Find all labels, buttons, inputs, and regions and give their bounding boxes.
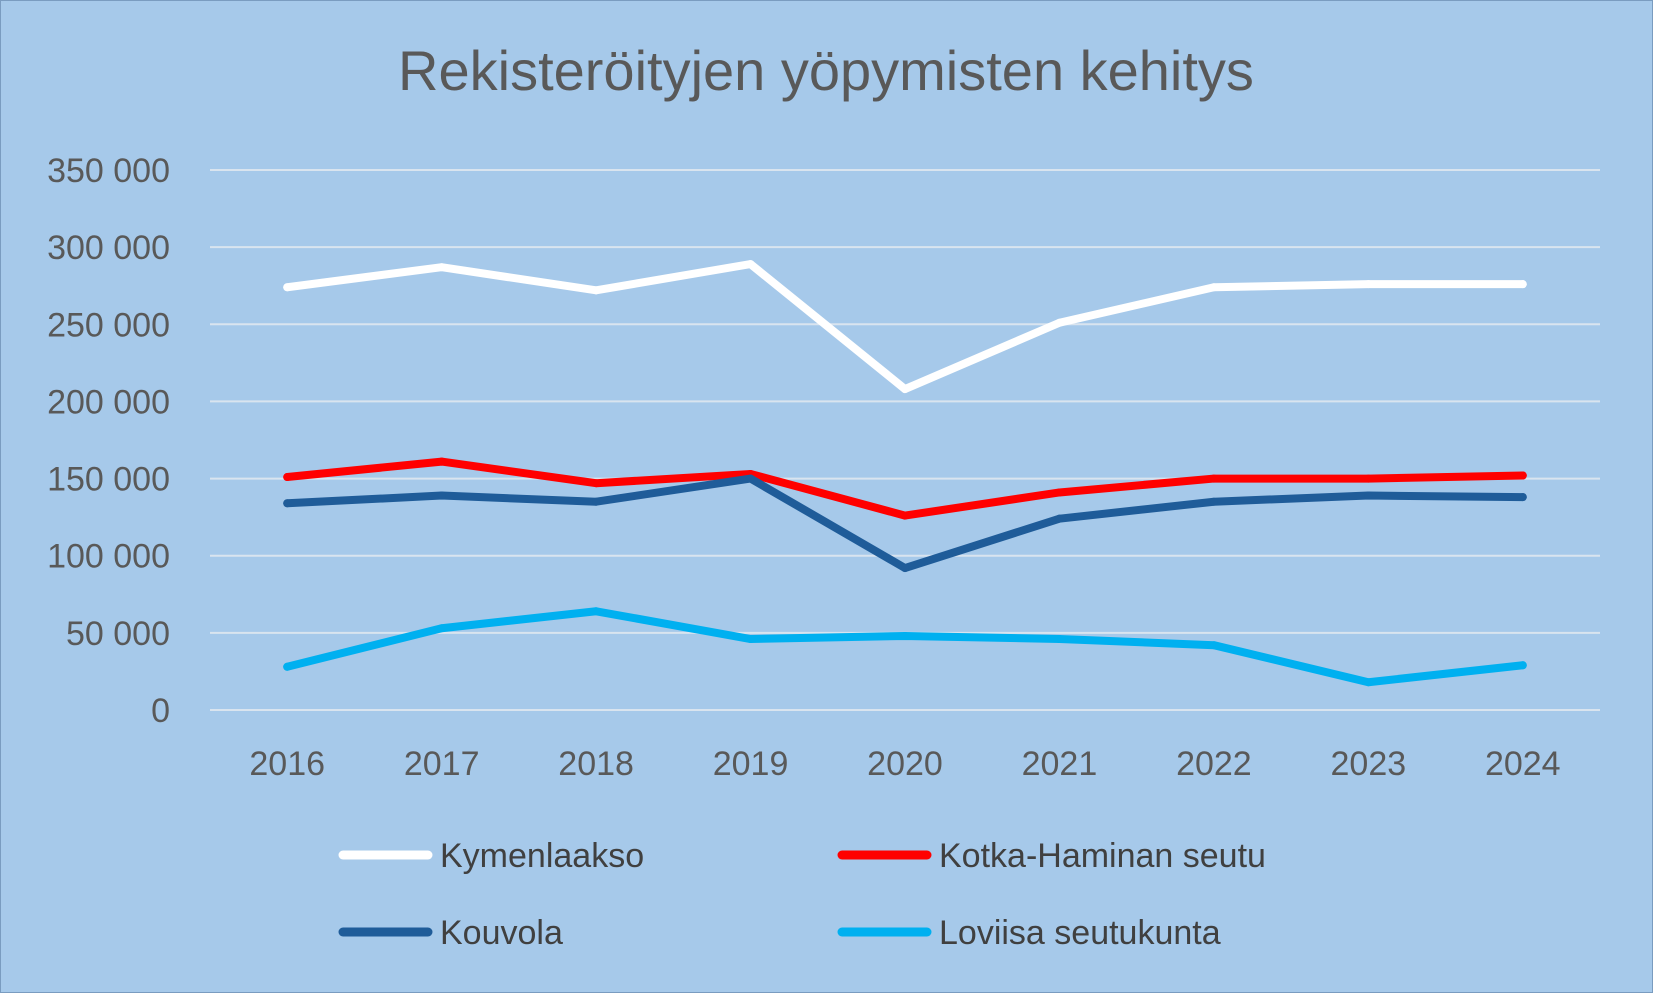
data-point (1055, 514, 1064, 523)
data-point (1518, 471, 1527, 480)
legend-label: Kymenlaakso (440, 837, 644, 875)
data-point (1209, 497, 1218, 506)
data-point (1209, 474, 1218, 483)
data-point (592, 479, 601, 488)
data-point (592, 607, 601, 616)
y-tick-label: 150 000 (47, 461, 170, 499)
data-point (1364, 280, 1373, 289)
x-tick-label: 2024 (1485, 745, 1561, 783)
data-point (1055, 488, 1064, 497)
series-line-3 (283, 607, 1527, 687)
y-tick-label: 0 (151, 692, 170, 730)
series-line-0 (283, 260, 1527, 394)
legend-label: Kotka-Haminan seutu (939, 837, 1266, 875)
y-tick-label: 250 000 (47, 306, 170, 344)
data-point (901, 631, 909, 640)
data-point (592, 286, 601, 295)
x-tick-label: 2020 (867, 745, 943, 783)
x-tick-label: 2016 (249, 745, 325, 783)
data-point (1518, 493, 1527, 502)
data-point (592, 497, 601, 506)
y-tick-label: 50 000 (66, 615, 170, 653)
data-point (1518, 661, 1527, 670)
x-tick-label: 2022 (1176, 745, 1252, 783)
data-point (1055, 318, 1064, 327)
data-point (283, 473, 292, 482)
data-point (283, 662, 292, 671)
series-line-1 (283, 457, 1527, 520)
data-point (1055, 635, 1064, 644)
data-point (1364, 678, 1373, 687)
legend-label: Kouvola (440, 914, 563, 952)
x-tick-label: 2018 (558, 745, 634, 783)
data-point (1364, 474, 1373, 483)
data-point (901, 385, 909, 394)
series-line-2 (283, 474, 1527, 573)
data-point (1364, 491, 1373, 500)
data-point (437, 457, 446, 466)
data-point (746, 260, 755, 269)
data-point (1518, 280, 1527, 289)
legend-label: Loviisa seutukunta (939, 914, 1221, 952)
data-point (437, 491, 446, 500)
data-point (283, 283, 292, 292)
data-point (437, 263, 446, 272)
data-point (746, 635, 755, 644)
y-tick-label: 100 000 (47, 538, 170, 576)
data-point (437, 624, 446, 633)
data-point (1209, 641, 1218, 650)
x-tick-label: 2017 (404, 745, 480, 783)
data-point (1209, 283, 1218, 292)
data-point (901, 564, 909, 573)
y-tick-label: 350 000 (47, 152, 170, 190)
x-tick-label: 2019 (713, 745, 789, 783)
y-tick-label: 300 000 (47, 229, 170, 267)
data-point (746, 474, 755, 483)
data-point (283, 499, 292, 508)
x-tick-label: 2021 (1022, 745, 1098, 783)
data-point (901, 511, 909, 520)
y-tick-label: 200 000 (47, 383, 170, 421)
chart-title: Rekisteröityjen yöpymisten kehitys (398, 39, 1254, 102)
x-tick-label: 2023 (1331, 745, 1407, 783)
